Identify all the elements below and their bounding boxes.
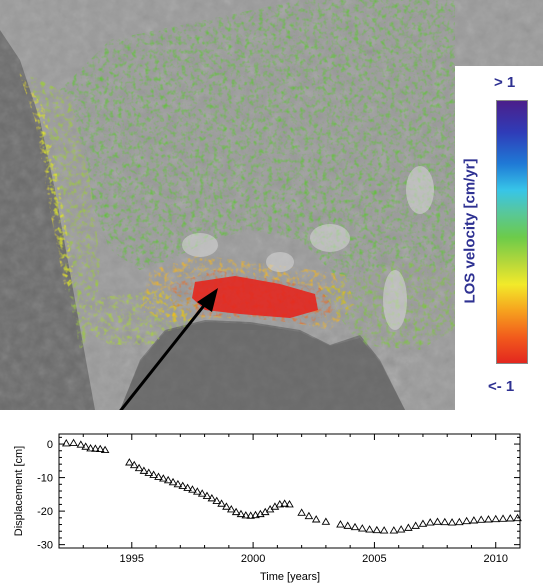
data-point (178, 481, 188, 489)
data-point (246, 511, 255, 519)
data-point (411, 521, 420, 529)
data-point (183, 483, 192, 491)
data-point (321, 517, 331, 525)
data-point (193, 487, 202, 495)
y-axis-label: Displacement [cm] (13, 446, 25, 536)
data-point (129, 460, 139, 469)
x-tick-label: 2010 (483, 553, 507, 565)
data-point (447, 518, 457, 526)
data-point (462, 516, 471, 525)
data-point (336, 520, 345, 528)
colorbar (496, 100, 528, 364)
data-point (506, 514, 515, 522)
data-point (125, 458, 134, 466)
data-point (144, 468, 154, 476)
data-point (372, 525, 382, 534)
data-point (149, 470, 158, 478)
x-tick-label: 2000 (241, 553, 265, 565)
data-point (69, 438, 78, 447)
data-point (498, 514, 508, 522)
data-point (476, 515, 486, 523)
data-point (76, 440, 86, 448)
data-point (455, 517, 464, 526)
y-tick-label: -20 (37, 506, 53, 518)
data-point (285, 500, 294, 508)
data-point (159, 474, 168, 482)
data-point (418, 519, 428, 527)
data-point (425, 518, 435, 526)
data-point (251, 510, 260, 519)
data-point (226, 505, 236, 513)
colorbar-max-label: > 1 (494, 74, 516, 91)
data-point (197, 489, 207, 497)
data-point (404, 523, 413, 531)
data-point (304, 511, 314, 520)
data-point (241, 511, 251, 519)
x-axis-label: Time [years] (260, 571, 320, 583)
data-point (440, 517, 450, 526)
y-tick-label: -30 (37, 540, 53, 552)
data-point (389, 526, 399, 534)
data-point (365, 525, 374, 533)
data-point (163, 475, 173, 484)
x-tick-label: 2005 (362, 553, 386, 565)
y-tick-label: -10 (37, 473, 53, 485)
data-point (484, 515, 493, 523)
plot-frame (58, 433, 521, 549)
y-tick-label: 0 (47, 439, 53, 451)
data-point (491, 514, 501, 523)
data-point (134, 463, 144, 472)
data-point (222, 502, 231, 510)
data-point (350, 522, 360, 531)
data-point (469, 516, 479, 524)
data-point (297, 508, 306, 516)
data-point (379, 526, 389, 534)
data-point (513, 513, 522, 522)
data-point (343, 521, 353, 529)
colorbar-title: LOS velocity [cm/yr] (461, 158, 479, 304)
data-point (311, 515, 321, 523)
data-point (95, 444, 105, 453)
data-point (168, 477, 178, 486)
data-point (173, 479, 183, 488)
x-tick-label: 1995 (120, 553, 144, 565)
data-point (100, 445, 110, 454)
data-point (358, 524, 367, 532)
data-point (202, 491, 212, 499)
colorbar-min-label: <- 1 (488, 378, 515, 395)
data-point (81, 442, 90, 450)
data-point (433, 517, 442, 525)
data-point (188, 485, 197, 493)
data-point (212, 496, 221, 505)
data-point (280, 499, 289, 507)
data-point (231, 507, 241, 516)
data-point (61, 438, 71, 447)
data-point (207, 493, 217, 502)
velocity-map (0, 0, 543, 410)
data-point (396, 525, 406, 533)
data-point (139, 466, 149, 474)
data-point (91, 444, 100, 452)
data-point (154, 472, 163, 480)
data-point (217, 499, 226, 507)
data-point (236, 509, 246, 518)
data-point (275, 500, 285, 508)
data-point (86, 444, 95, 452)
